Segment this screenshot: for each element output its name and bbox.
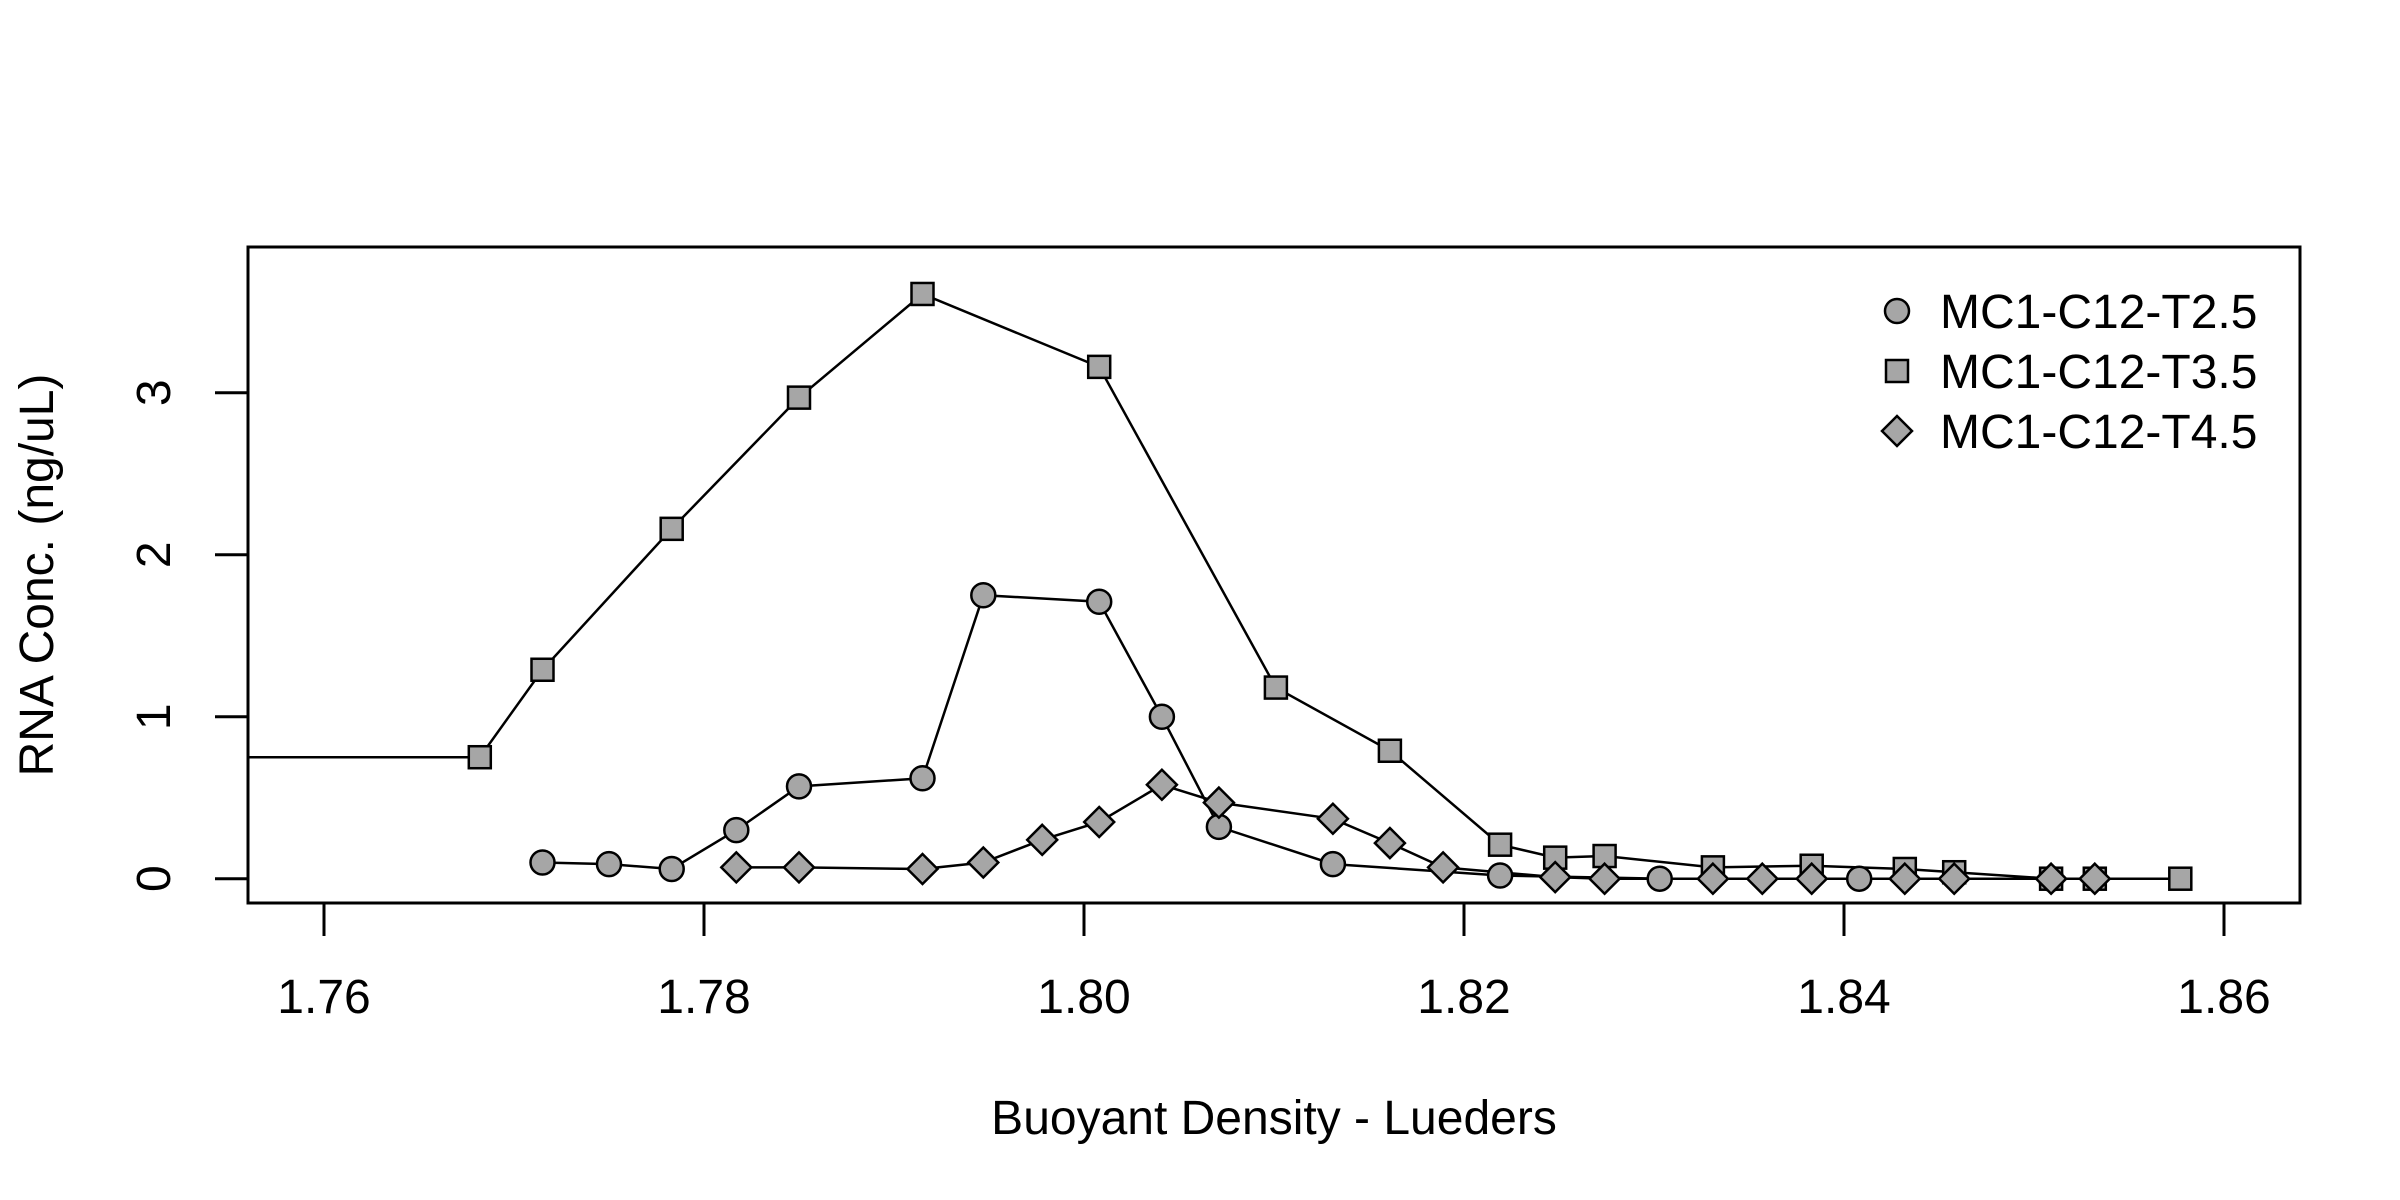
- data-point-diamond: [1937, 861, 1971, 896]
- data-point-diamond: [1373, 826, 1407, 860]
- y-tick-label: 3: [128, 379, 181, 406]
- data-point-square: [786, 385, 812, 410]
- x-tick-label: 1.76: [277, 971, 370, 1024]
- data-point-diamond: [1426, 850, 1460, 885]
- data-point-diamond: [782, 850, 816, 885]
- legend-label: MC1-C12-T2.5: [1940, 286, 2257, 339]
- series-line-3: [736, 783, 2095, 880]
- data-point-square: [467, 744, 493, 770]
- data-point-square: [1487, 832, 1513, 857]
- data-point-circle: [1845, 865, 1873, 892]
- data-point-diamond: [1696, 861, 1730, 896]
- series-markers: [467, 281, 2193, 896]
- x-axis-title: Buoyant Density - Lueders: [991, 1092, 1557, 1145]
- data-point-square: [910, 281, 935, 307]
- data-point-circle: [1646, 865, 1673, 892]
- series-line-1: [542, 593, 2052, 880]
- y-axis: 0 1 2 3: [128, 379, 250, 892]
- x-tick-label: 1.78: [657, 971, 750, 1024]
- data-point-square: [1377, 738, 1403, 763]
- y-tick-label: 0: [128, 865, 181, 892]
- data-point-diamond: [1202, 785, 1236, 820]
- data-point-circle: [595, 850, 623, 878]
- data-point-diamond: [1145, 767, 1179, 802]
- x-axis: 1.76 1.78 1.80 1.82 1.84 1.86: [277, 901, 2271, 1024]
- data-point-diamond: [1025, 823, 1059, 857]
- data-point-circle: [1085, 588, 1113, 615]
- data-point-circle: [1319, 850, 1347, 878]
- data-point-circle: [1486, 862, 1514, 889]
- y-tick-label: 2: [128, 541, 181, 568]
- data-point-circle: [723, 816, 750, 844]
- x-tick-label: 1.84: [1797, 971, 1890, 1024]
- data-point-circle: [785, 773, 813, 800]
- data-point-diamond: [1316, 802, 1350, 836]
- legend-label: MC1-C12-T4.5: [1940, 406, 2257, 459]
- data-point-diamond: [2034, 861, 2068, 896]
- data-point-square: [659, 516, 684, 542]
- data-point-diamond: [905, 852, 940, 886]
- data-point-diamond: [719, 850, 754, 885]
- legend-key-square: [1884, 358, 1910, 384]
- data-point-diamond: [966, 845, 1001, 880]
- data-point-circle: [909, 765, 936, 792]
- y-axis-title: RNA Conc. (ng/uL): [11, 374, 64, 777]
- legend-key-circle: [1883, 297, 1911, 325]
- data-point-diamond: [1888, 861, 1922, 896]
- data-point-diamond: [1082, 805, 1116, 839]
- x-tick-label: 1.86: [2177, 971, 2270, 1024]
- data-point-square: [1263, 675, 1289, 700]
- data-point-circle: [970, 581, 997, 609]
- data-point-square: [1086, 354, 1112, 380]
- data-point-diamond: [1794, 861, 1829, 896]
- data-point-square: [530, 657, 555, 683]
- data-point-circle: [658, 855, 685, 883]
- legend: MC1-C12-T2.5 MC1-C12-T3.5 MC1-C12-T4.5: [1880, 286, 2257, 459]
- data-point-diamond: [2078, 861, 2112, 896]
- y-tick-label: 1: [128, 703, 181, 730]
- data-point-circle: [529, 849, 556, 876]
- data-point-diamond: [1745, 861, 1780, 896]
- data-point-circle: [1148, 703, 1176, 730]
- data-point-diamond: [1538, 860, 1572, 894]
- legend-label: MC1-C12-T3.5: [1940, 346, 2257, 399]
- data-point-square: [2168, 866, 2193, 891]
- x-tick-label: 1.82: [1417, 971, 1510, 1024]
- x-tick-label: 1.80: [1037, 971, 1130, 1024]
- legend-key-diamond: [1880, 414, 1914, 448]
- data-point-diamond: [1587, 861, 1622, 896]
